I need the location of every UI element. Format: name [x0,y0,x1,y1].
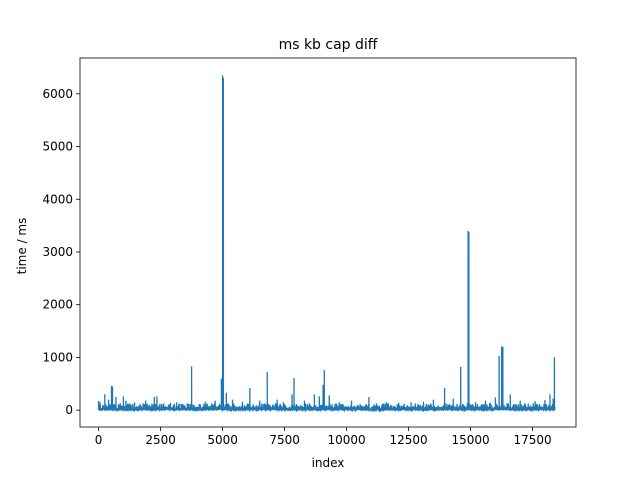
x-tick-label: 7500 [269,433,300,447]
plot-frame [79,57,577,428]
chart-title: ms kb cap diff [279,37,378,53]
x-tick-label: 5000 [207,433,238,447]
x-tick-label: 0 [95,433,103,447]
x-axis-label: index [312,456,345,470]
x-tick-label: 15000 [452,433,490,447]
plot-area: 0 2500 5000 7500 10000 12500 15000 17500 0 1000 20… [42,57,577,447]
y-tick-label: 3000 [42,245,73,259]
y-axis-label: time / ms [15,218,29,275]
data-series-line [97,75,556,413]
y-tick-label: 2000 [42,298,73,312]
y-tick-label: 0 [65,403,73,417]
y-tick-label: 5000 [42,140,73,154]
y-tick-label: 1000 [42,350,73,364]
x-tick-label: 2500 [145,433,176,447]
x-tick-label: 17500 [514,433,552,447]
x-tick-label: 10000 [328,433,366,447]
x-tick-label: 12500 [390,433,428,447]
y-tick-label: 4000 [42,192,73,206]
y-tick-label: 6000 [42,87,73,101]
